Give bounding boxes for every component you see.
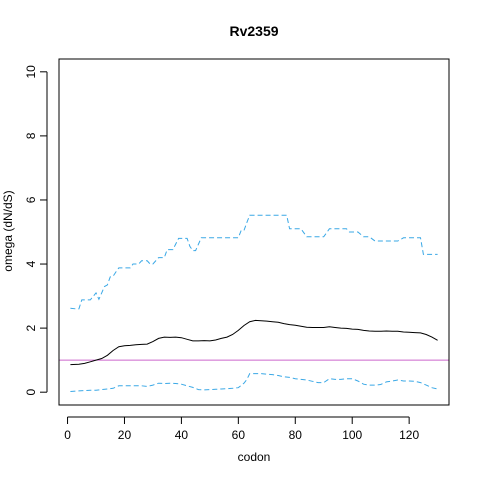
x-tick-label: 100: [342, 428, 362, 442]
plot-area: [59, 214, 449, 392]
x-tick-label: 120: [399, 428, 419, 442]
series-line-estimate: [70, 319, 438, 366]
y-tick-label: 0: [24, 389, 38, 396]
series-line-lower-bound: [70, 373, 438, 392]
y-tick-label: 10: [24, 65, 38, 79]
y-tick-label: 6: [24, 196, 38, 203]
x-axis: 0 20 40 60 80 100 120: [64, 416, 419, 442]
x-tick-label: 20: [118, 428, 132, 442]
y-axis-label: omega (dN/dS): [1, 190, 15, 271]
x-axis-label: codon: [238, 450, 271, 464]
series-line-upper-bound: [70, 214, 438, 310]
x-tick-label: 60: [232, 428, 246, 442]
y-axis: 0 2 4 6 8 10: [24, 65, 48, 396]
y-tick-label: 2: [24, 324, 38, 331]
y-tick-label: 8: [24, 132, 38, 139]
x-tick-label: 40: [175, 428, 189, 442]
plot-frame: [58, 58, 450, 406]
x-tick-label: 0: [64, 428, 71, 442]
y-tick-label: 4: [24, 260, 38, 267]
chart-title: Rv2359: [229, 23, 278, 39]
x-tick-label: 80: [289, 428, 303, 442]
